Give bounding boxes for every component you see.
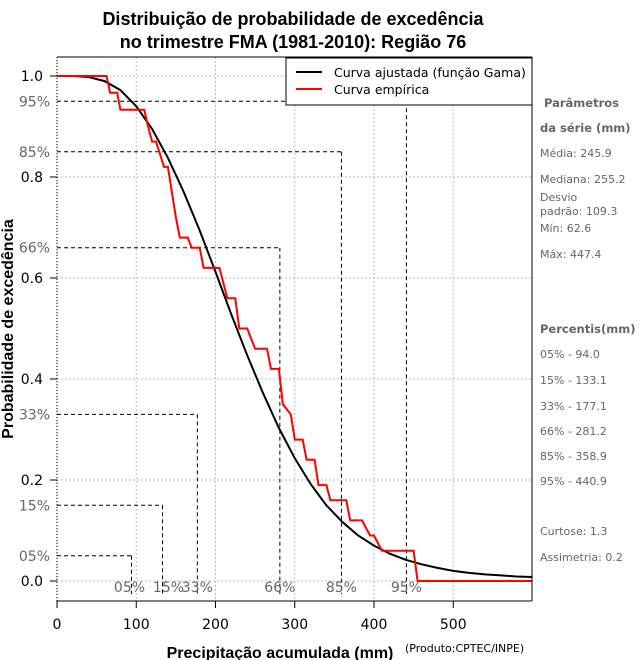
params-subtitle: da série (mm) [540, 121, 631, 135]
chart-title: Distribuição de probabilidade de excedên… [102, 9, 484, 29]
stat-assimetria: Assimetria: 0.2 [540, 551, 623, 564]
y-tick-label: 0.2 [21, 473, 43, 489]
legend-label-empirical: Curva empírica [334, 82, 429, 97]
series-layer [57, 57, 541, 601]
stat-mediana: Mediana: 255.2 [540, 173, 625, 186]
x-tick-label: 200 [202, 617, 229, 633]
grid-lines [56, 57, 532, 601]
y-tick-label: 1.0 [21, 69, 43, 85]
x-tick-label: 0 [53, 617, 62, 633]
x-percentile-label: 66% [264, 580, 295, 596]
y-percentile-label: 33% [19, 407, 50, 423]
stat-curtose: Curtose: 1.3 [540, 525, 607, 538]
stat-desvio-1: Desvio [540, 191, 578, 204]
x-tick-label: 400 [361, 617, 388, 633]
y-tick-label: 0.6 [21, 271, 43, 287]
params-title: Parâmetros [544, 96, 619, 110]
percentile-guide-lines [57, 100, 407, 594]
legend-box [285, 57, 533, 106]
axes: 0 100 200 300 400 500 0.0 0.2 0.4 0.6 0.8 1.0 [21, 56, 533, 633]
x-percentile-label: 95% [391, 580, 422, 596]
percentil-05: 05% - 94.0 [540, 348, 600, 361]
y-axis-label: Probabilidade de excedência [0, 219, 17, 439]
x-tick-label: 500 [440, 617, 467, 633]
percentil-95: 95% - 440.9 [540, 475, 607, 488]
percentil-15: 15% - 133.1 [540, 374, 607, 387]
x-percentile-label: 15% [153, 580, 184, 596]
percentil-85: 85% - 358.9 [540, 450, 607, 463]
percentis-title: Percentis(mm) [540, 322, 635, 336]
x-tick-label: 300 [281, 617, 308, 633]
x-tick-label: 100 [123, 617, 150, 633]
stat-desvio-2: padrão: 109.3 [540, 205, 617, 218]
legend-label-fitted: Curva ajustada (função Gama) [334, 65, 526, 80]
credit-text: (Produto:CPTEC/INPE) [405, 642, 524, 655]
y-tick-label: 0.8 [21, 170, 43, 186]
x-axis-label: Precipitação acumulada (mm) [167, 645, 394, 660]
y-percentile-label: 05% [19, 549, 50, 565]
side-panel: Parâmetros da série (mm) Média: 245.9 Me… [540, 96, 635, 564]
y-percentile-label: 66% [19, 241, 50, 257]
x-percentile-label: 33% [182, 580, 213, 596]
clip-mask [533, 57, 541, 601]
y-tick-label: 0.0 [21, 574, 43, 590]
legend: Curva ajustada (função Gama) Curva empír… [285, 57, 533, 106]
chart-subtitle: no trimestre FMA (1981-2010): Região 76 [120, 32, 466, 52]
y-percentile-label: 95% [19, 94, 50, 110]
y-tick-label: 0.4 [21, 372, 43, 388]
fitted-gamma-curve [57, 75, 533, 578]
stat-max: Máx: 447.4 [540, 248, 601, 261]
empirical-curve [57, 75, 533, 582]
y-percentile-label: 85% [19, 145, 50, 161]
x-percentile-label: 05% [114, 580, 145, 596]
stat-media: Média: 245.9 [540, 147, 612, 160]
stat-min: Mín: 62.6 [540, 222, 591, 235]
percentile-labels: 05% 15%33% 66% 85% 95%05%15%33%66%85%95% [19, 94, 422, 596]
percentil-66: 66% - 281.2 [540, 425, 607, 438]
percentil-33: 33% - 177.1 [540, 400, 607, 413]
x-percentile-label: 85% [326, 580, 357, 596]
y-percentile-label: 15% [19, 498, 50, 514]
